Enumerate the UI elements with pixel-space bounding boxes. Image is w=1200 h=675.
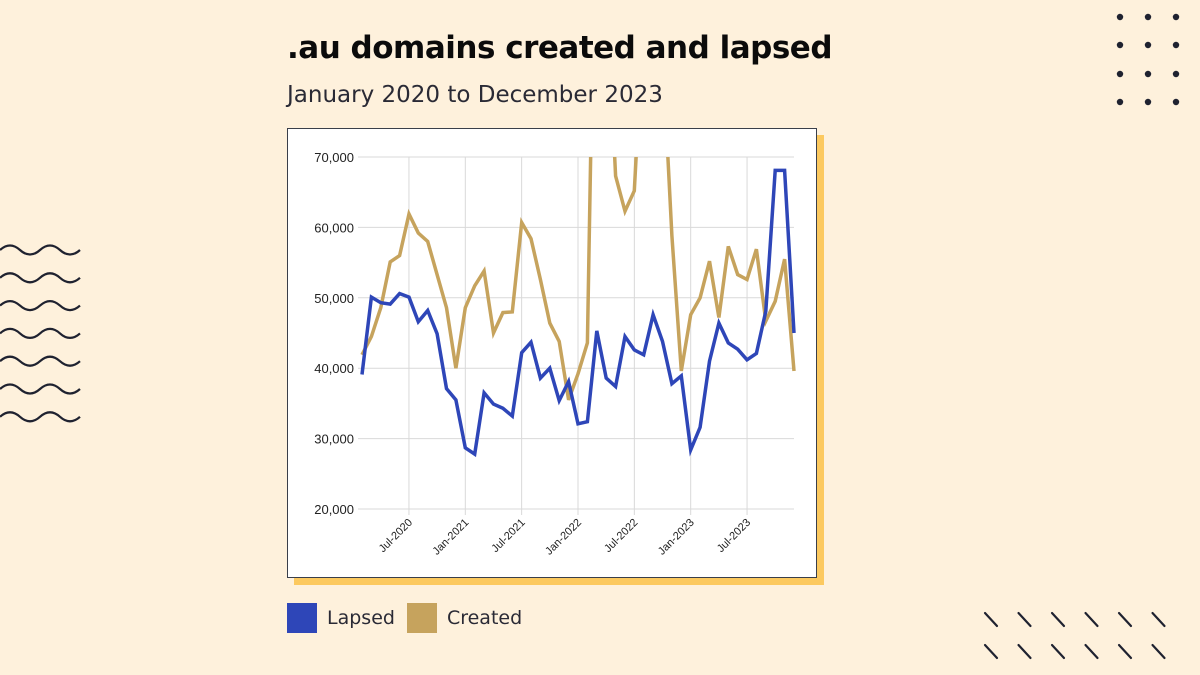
wave-decoration	[0, 300, 81, 312]
x-tick-label: Jan-2023	[656, 517, 697, 558]
x-tick-label: Jul-2022	[602, 517, 640, 555]
slash-decoration	[1017, 643, 1032, 660]
slash-decoration	[1151, 611, 1166, 628]
slash-decoration	[983, 643, 999, 660]
wave-decoration	[0, 355, 81, 367]
page-title: .au domains created and lapsed	[287, 30, 833, 66]
x-tick-label: Jul-2021	[489, 517, 527, 555]
legend: Lapsed Created	[287, 603, 534, 633]
y-tick-label: 20,000	[314, 502, 354, 517]
y-tick-label: 50,000	[314, 291, 354, 306]
dot-decoration	[1172, 70, 1180, 78]
y-tick-label: 60,000	[314, 220, 354, 235]
slash-decoration	[983, 611, 999, 628]
wave-decoration	[0, 411, 81, 423]
legend-item-created: Created	[406, 603, 523, 633]
dot-decoration	[1116, 13, 1124, 21]
legend-swatch-created	[406, 603, 437, 633]
legend-swatch-lapsed	[287, 603, 317, 633]
legend-label-created: Created	[446, 607, 523, 629]
slash-decoration	[1050, 611, 1066, 628]
dot-decoration	[1172, 41, 1180, 49]
dot-decoration	[1144, 70, 1152, 78]
dot-decoration	[1172, 13, 1180, 21]
dot-decoration	[1144, 13, 1152, 21]
x-tick-label: Jan-2022	[543, 517, 584, 558]
wave-decoration	[0, 272, 81, 284]
slash-decoration	[1117, 643, 1133, 660]
page-subtitle: January 2020 to December 2023	[287, 82, 663, 108]
dot-decoration	[1172, 98, 1180, 106]
slash-decoration	[1084, 643, 1099, 660]
dot-decoration	[1144, 41, 1152, 49]
wave-decoration	[0, 244, 81, 256]
dot-decoration	[1116, 41, 1124, 49]
x-tick-label: Jan-2021	[431, 517, 472, 558]
y-tick-label: 70,000	[314, 150, 354, 165]
slash-decoration	[1084, 611, 1099, 628]
dot-decoration	[1144, 98, 1152, 106]
legend-label-lapsed: Lapsed	[327, 607, 395, 629]
wave-decoration	[0, 327, 81, 339]
series-line-created	[360, 157, 796, 401]
y-tick-label: 30,000	[314, 432, 354, 447]
slash-decoration	[1151, 643, 1166, 660]
line-chart: 20,000 30,000 40,000 50,000 60,000 70,000 Jul-…	[314, 150, 796, 558]
slash-decoration	[1050, 643, 1066, 660]
slash-decoration	[1117, 611, 1133, 628]
wave-decoration	[0, 383, 81, 395]
y-tick-label: 40,000	[314, 361, 354, 376]
legend-item-lapsed: Lapsed	[287, 603, 395, 633]
chart-container: 20,000 30,000 40,000 50,000 60,000 70,000 Jul-…	[287, 128, 817, 578]
dot-decoration	[1116, 70, 1124, 78]
x-tick-label: Jul-2023	[715, 517, 753, 555]
x-tick-label: Jul-2020	[377, 517, 415, 555]
slash-decoration	[1017, 611, 1032, 628]
dot-decoration	[1116, 98, 1124, 106]
series-line-lapsed	[360, 168, 796, 458]
